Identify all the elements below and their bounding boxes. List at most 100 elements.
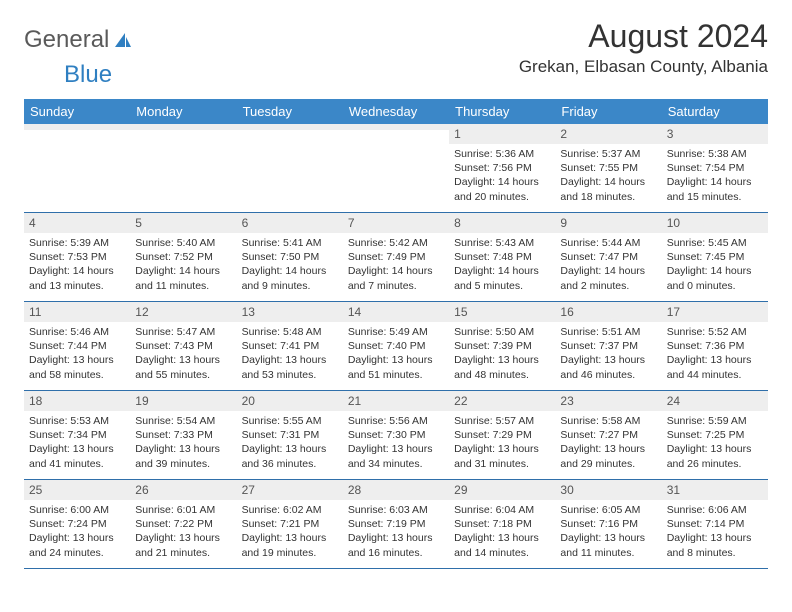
location-text: Grekan, Elbasan County, Albania [519,57,768,77]
day-info: Sunrise: 6:04 AMSunset: 7:18 PMDaylight:… [449,500,555,565]
daylight-text: Daylight: 13 hours and 16 minutes. [348,531,444,559]
day-number: 26 [130,480,236,500]
sunset-text: Sunset: 7:45 PM [667,250,763,264]
sunset-text: Sunset: 7:16 PM [560,517,656,531]
daylight-text: Daylight: 14 hours and 9 minutes. [242,264,338,292]
day-cell: 12Sunrise: 5:47 AMSunset: 7:43 PMDayligh… [130,302,236,390]
sunset-text: Sunset: 7:37 PM [560,339,656,353]
sunrise-text: Sunrise: 5:43 AM [454,236,550,250]
day-info: Sunrise: 5:49 AMSunset: 7:40 PMDaylight:… [343,322,449,387]
day-info: Sunrise: 5:40 AMSunset: 7:52 PMDaylight:… [130,233,236,298]
sunrise-text: Sunrise: 5:45 AM [667,236,763,250]
sunset-text: Sunset: 7:18 PM [454,517,550,531]
sunset-text: Sunset: 7:48 PM [454,250,550,264]
sunset-text: Sunset: 7:30 PM [348,428,444,442]
day-number: 3 [662,124,768,144]
day-number: 30 [555,480,661,500]
day-info: Sunrise: 5:45 AMSunset: 7:45 PMDaylight:… [662,233,768,298]
sunrise-text: Sunrise: 5:46 AM [29,325,125,339]
day-cell: 3Sunrise: 5:38 AMSunset: 7:54 PMDaylight… [662,124,768,212]
daylight-text: Daylight: 13 hours and 51 minutes. [348,353,444,381]
sunrise-text: Sunrise: 5:40 AM [135,236,231,250]
sunset-text: Sunset: 7:34 PM [29,428,125,442]
day-number: 25 [24,480,130,500]
sunset-text: Sunset: 7:19 PM [348,517,444,531]
daylight-text: Daylight: 13 hours and 58 minutes. [29,353,125,381]
sunset-text: Sunset: 7:39 PM [454,339,550,353]
day-number: 7 [343,213,449,233]
sunset-text: Sunset: 7:31 PM [242,428,338,442]
calendar: SundayMondayTuesdayWednesdayThursdayFrid… [24,99,768,569]
day-cell: 19Sunrise: 5:54 AMSunset: 7:33 PMDayligh… [130,391,236,479]
day-cell: 15Sunrise: 5:50 AMSunset: 7:39 PMDayligh… [449,302,555,390]
sunset-text: Sunset: 7:56 PM [454,161,550,175]
daylight-text: Daylight: 13 hours and 19 minutes. [242,531,338,559]
sunset-text: Sunset: 7:14 PM [667,517,763,531]
day-number: 22 [449,391,555,411]
day-info: Sunrise: 5:44 AMSunset: 7:47 PMDaylight:… [555,233,661,298]
day-cell: 14Sunrise: 5:49 AMSunset: 7:40 PMDayligh… [343,302,449,390]
sunset-text: Sunset: 7:21 PM [242,517,338,531]
day-cell: 2Sunrise: 5:37 AMSunset: 7:55 PMDaylight… [555,124,661,212]
day-info: Sunrise: 5:54 AMSunset: 7:33 PMDaylight:… [130,411,236,476]
day-cell: 20Sunrise: 5:55 AMSunset: 7:31 PMDayligh… [237,391,343,479]
day-cell: 1Sunrise: 5:36 AMSunset: 7:56 PMDaylight… [449,124,555,212]
day-number [130,124,236,130]
day-info: Sunrise: 5:37 AMSunset: 7:55 PMDaylight:… [555,144,661,209]
day-number: 5 [130,213,236,233]
logo: General [24,26,135,54]
day-cell: 21Sunrise: 5:56 AMSunset: 7:30 PMDayligh… [343,391,449,479]
sunrise-text: Sunrise: 5:41 AM [242,236,338,250]
day-cell: 11Sunrise: 5:46 AMSunset: 7:44 PMDayligh… [24,302,130,390]
day-info: Sunrise: 5:58 AMSunset: 7:27 PMDaylight:… [555,411,661,476]
sunset-text: Sunset: 7:49 PM [348,250,444,264]
logo-text-gray: General [24,26,109,54]
sunrise-text: Sunrise: 6:01 AM [135,503,231,517]
sunrise-text: Sunrise: 5:56 AM [348,414,444,428]
day-number: 6 [237,213,343,233]
daylight-text: Daylight: 13 hours and 21 minutes. [135,531,231,559]
day-cell: 24Sunrise: 5:59 AMSunset: 7:25 PMDayligh… [662,391,768,479]
day-number: 11 [24,302,130,322]
daylight-text: Daylight: 13 hours and 24 minutes. [29,531,125,559]
sunrise-text: Sunrise: 5:36 AM [454,147,550,161]
day-number [237,124,343,130]
sunrise-text: Sunrise: 5:58 AM [560,414,656,428]
day-cell: 7Sunrise: 5:42 AMSunset: 7:49 PMDaylight… [343,213,449,301]
daylight-text: Daylight: 13 hours and 48 minutes. [454,353,550,381]
week-row: 25Sunrise: 6:00 AMSunset: 7:24 PMDayligh… [24,480,768,569]
sunset-text: Sunset: 7:27 PM [560,428,656,442]
day-info: Sunrise: 6:03 AMSunset: 7:19 PMDaylight:… [343,500,449,565]
day-info: Sunrise: 5:36 AMSunset: 7:56 PMDaylight:… [449,144,555,209]
daylight-text: Daylight: 13 hours and 36 minutes. [242,442,338,470]
sunrise-text: Sunrise: 5:59 AM [667,414,763,428]
sunrise-text: Sunrise: 5:57 AM [454,414,550,428]
daylight-text: Daylight: 13 hours and 44 minutes. [667,353,763,381]
day-cell [24,124,130,212]
day-number: 8 [449,213,555,233]
day-number: 23 [555,391,661,411]
day-header: Tuesday [237,99,343,124]
day-cell: 31Sunrise: 6:06 AMSunset: 7:14 PMDayligh… [662,480,768,568]
daylight-text: Daylight: 14 hours and 15 minutes. [667,175,763,203]
day-info: Sunrise: 6:01 AMSunset: 7:22 PMDaylight:… [130,500,236,565]
day-info: Sunrise: 5:50 AMSunset: 7:39 PMDaylight:… [449,322,555,387]
day-number: 4 [24,213,130,233]
sunrise-text: Sunrise: 6:05 AM [560,503,656,517]
day-info: Sunrise: 6:00 AMSunset: 7:24 PMDaylight:… [24,500,130,565]
day-info: Sunrise: 5:53 AMSunset: 7:34 PMDaylight:… [24,411,130,476]
day-cell: 22Sunrise: 5:57 AMSunset: 7:29 PMDayligh… [449,391,555,479]
sunrise-text: Sunrise: 5:55 AM [242,414,338,428]
day-cell [237,124,343,212]
daylight-text: Daylight: 14 hours and 18 minutes. [560,175,656,203]
daylight-text: Daylight: 13 hours and 34 minutes. [348,442,444,470]
sunset-text: Sunset: 7:25 PM [667,428,763,442]
sunrise-text: Sunrise: 5:37 AM [560,147,656,161]
day-cell: 17Sunrise: 5:52 AMSunset: 7:36 PMDayligh… [662,302,768,390]
week-row: 18Sunrise: 5:53 AMSunset: 7:34 PMDayligh… [24,391,768,480]
sunset-text: Sunset: 7:33 PM [135,428,231,442]
week-row: 4Sunrise: 5:39 AMSunset: 7:53 PMDaylight… [24,213,768,302]
day-info: Sunrise: 5:51 AMSunset: 7:37 PMDaylight:… [555,322,661,387]
day-number: 28 [343,480,449,500]
day-cell [130,124,236,212]
